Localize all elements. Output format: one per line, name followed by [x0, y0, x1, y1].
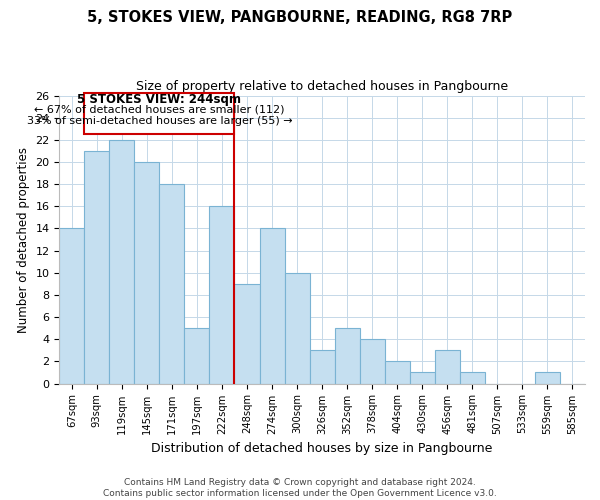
- Text: 5 STOKES VIEW: 244sqm: 5 STOKES VIEW: 244sqm: [77, 94, 241, 106]
- Text: Contains HM Land Registry data © Crown copyright and database right 2024.
Contai: Contains HM Land Registry data © Crown c…: [103, 478, 497, 498]
- Bar: [260, 228, 284, 384]
- Bar: [209, 206, 235, 384]
- Bar: [284, 273, 310, 384]
- Bar: [84, 94, 235, 134]
- Bar: [460, 372, 485, 384]
- Bar: [535, 372, 560, 384]
- Y-axis label: Number of detached properties: Number of detached properties: [17, 146, 30, 332]
- Text: 33% of semi-detached houses are larger (55) →: 33% of semi-detached houses are larger (…: [26, 116, 292, 126]
- Bar: [235, 284, 260, 384]
- Bar: [59, 228, 84, 384]
- Title: Size of property relative to detached houses in Pangbourne: Size of property relative to detached ho…: [136, 80, 508, 93]
- Bar: [134, 162, 160, 384]
- Bar: [184, 328, 209, 384]
- Bar: [359, 340, 385, 384]
- Bar: [310, 350, 335, 384]
- Bar: [160, 184, 184, 384]
- Text: 5, STOKES VIEW, PANGBOURNE, READING, RG8 7RP: 5, STOKES VIEW, PANGBOURNE, READING, RG8…: [88, 10, 512, 25]
- Bar: [84, 151, 109, 384]
- X-axis label: Distribution of detached houses by size in Pangbourne: Distribution of detached houses by size …: [151, 442, 493, 455]
- Bar: [385, 362, 410, 384]
- Bar: [410, 372, 435, 384]
- Text: ← 67% of detached houses are smaller (112): ← 67% of detached houses are smaller (11…: [34, 105, 284, 115]
- Bar: [335, 328, 359, 384]
- Bar: [109, 140, 134, 384]
- Bar: [435, 350, 460, 384]
